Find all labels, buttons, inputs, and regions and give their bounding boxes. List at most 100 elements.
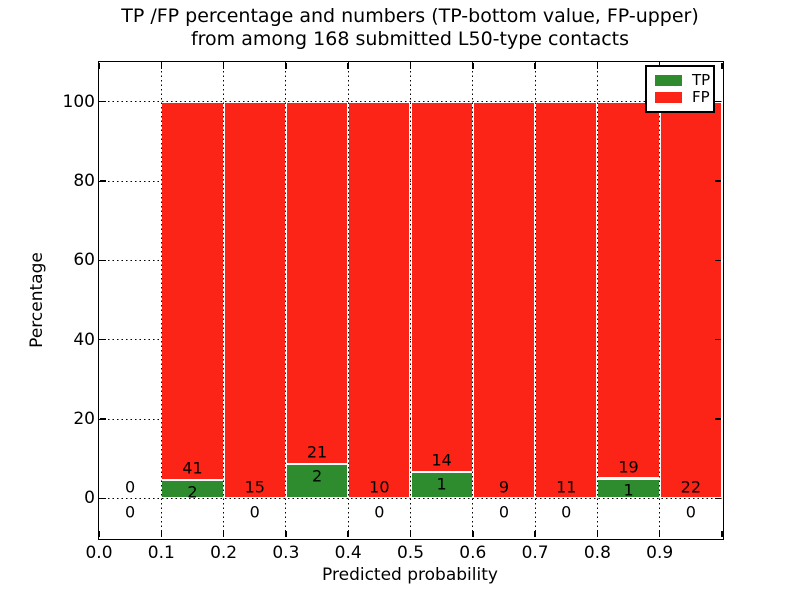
fp-bar-segment — [161, 101, 224, 480]
gridline-vertical — [659, 62, 661, 538]
y-tick-mark — [715, 100, 721, 103]
y-tick-label: 60 — [73, 250, 95, 271]
chart-title: TP /FP percentage and numbers (TP-bottom… — [121, 5, 699, 51]
fp-count-label: 10 — [369, 477, 390, 497]
x-tick-mark — [534, 531, 536, 537]
y-tick-mark — [100, 497, 106, 500]
fp-bar-segment — [223, 101, 286, 499]
fp-count-label: 22 — [680, 477, 702, 497]
x-tick-mark — [721, 531, 723, 537]
fp-bar-segment — [472, 101, 536, 499]
x-tick-label: 0.8 — [583, 543, 611, 563]
y-tick-mark — [715, 180, 721, 182]
legend-label: TP — [692, 71, 711, 89]
x-tick-mark — [596, 63, 599, 69]
gridline-vertical — [410, 62, 411, 538]
x-tick-label: 0.3 — [272, 543, 300, 563]
gridline-vertical — [534, 62, 536, 538]
fp-bar-segment — [535, 101, 598, 499]
y-tick-label: 100 — [62, 91, 95, 112]
y-tick-mark — [100, 259, 106, 262]
fp-count-label: 0 — [125, 477, 136, 497]
tp-count-label: 2 — [311, 466, 323, 486]
y-tick-label: 40 — [73, 329, 95, 350]
x-tick-label: 0.7 — [521, 543, 549, 563]
fp-count-label: 11 — [556, 477, 577, 497]
fp-count-label: 21 — [306, 442, 328, 462]
y-tick-mark — [715, 497, 721, 500]
gridline-vertical — [160, 62, 162, 538]
fp-bar-segment — [410, 101, 473, 472]
tp-count-label: 2 — [187, 482, 198, 502]
x-tick-mark — [534, 63, 536, 69]
tp-count-label: 0 — [685, 502, 696, 522]
y-tick-mark — [100, 100, 106, 103]
x-tick-mark — [658, 531, 661, 537]
y-tick-mark — [715, 259, 721, 262]
chart-title-line1: TP /FP percentage and numbers (TP-bottom… — [121, 5, 699, 27]
gridline-vertical — [472, 62, 474, 538]
legend-label: FP — [692, 88, 710, 106]
tp-count-label: 0 — [125, 502, 136, 522]
fp-count-label: 9 — [498, 477, 510, 497]
y-tick-mark — [715, 338, 721, 341]
tp-bar-segment — [285, 463, 349, 499]
tp-count-label: 0 — [498, 502, 510, 522]
x-tick-mark — [409, 531, 412, 537]
y-tick-label: 80 — [73, 171, 95, 191]
x-tick-mark — [160, 531, 163, 537]
x-tick-mark — [98, 531, 100, 537]
fp-bar-segment — [597, 101, 660, 479]
tp-swatch-icon — [655, 75, 682, 86]
x-tick-mark — [721, 63, 723, 69]
fp-bar-segment — [659, 101, 722, 499]
legend: TP FP — [645, 65, 715, 113]
tp-count-label: 1 — [623, 480, 634, 500]
y-tick-mark — [100, 338, 106, 341]
x-tick-label: 0.1 — [147, 543, 175, 563]
x-tick-label: 0.0 — [85, 543, 113, 563]
y-tick-mark — [715, 418, 721, 420]
x-tick-mark — [596, 531, 599, 537]
x-axis-label: Predicted probability — [322, 565, 498, 585]
x-tick-mark — [472, 531, 474, 537]
x-tick-mark — [285, 531, 287, 537]
fp-bar-segment — [348, 101, 411, 499]
x-tick-label: 0.4 — [334, 543, 362, 563]
fp-count-label: 19 — [618, 457, 639, 477]
gridline-vertical — [347, 62, 349, 538]
fp-swatch-icon — [655, 92, 682, 103]
gridline-vertical — [596, 62, 598, 538]
x-tick-label: 0.2 — [210, 543, 238, 563]
chart-title-line2: from among 168 submitted L50-type contac… — [190, 28, 630, 50]
legend-item-fp: FP — [655, 88, 710, 106]
tp-bar-segment — [161, 479, 224, 499]
y-tick-mark — [100, 180, 106, 182]
fp-count-label: 15 — [244, 477, 265, 497]
gridline-horizontal — [99, 497, 722, 499]
gridline-horizontal — [99, 101, 722, 103]
x-tick-mark — [222, 531, 225, 537]
fp-count-label: 14 — [431, 450, 452, 470]
tp-count-label: 0 — [249, 502, 260, 522]
x-tick-mark — [285, 63, 287, 69]
fp-count-label: 41 — [182, 458, 203, 478]
x-tick-mark — [222, 63, 225, 69]
tp-count-label: 0 — [561, 502, 572, 522]
y-tick-mark — [100, 418, 106, 420]
tp-count-label: 1 — [436, 474, 447, 494]
tp-bar-segment — [410, 471, 473, 499]
x-tick-mark — [472, 63, 474, 69]
fp-bar-segment — [285, 101, 349, 464]
y-tick-label: 20 — [73, 409, 95, 429]
x-tick-label: 0.6 — [459, 543, 487, 563]
legend-item-tp: TP — [655, 71, 711, 89]
x-tick-mark — [160, 63, 163, 69]
x-tick-mark — [347, 63, 349, 69]
gridline-vertical — [285, 62, 287, 538]
y-tick-label: 0 — [84, 488, 95, 509]
x-tick-label: 0.9 — [646, 543, 674, 563]
x-tick-label: 0.5 — [396, 543, 425, 563]
x-tick-mark — [347, 531, 349, 537]
